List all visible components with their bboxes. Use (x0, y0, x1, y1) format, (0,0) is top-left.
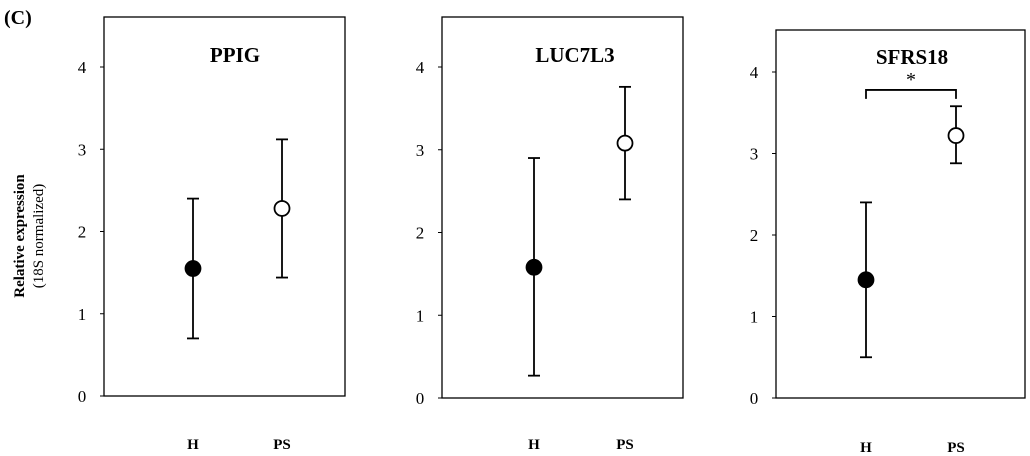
panel-2: 0 1 2 3 4 LUC7L3 H PS (416, 16, 684, 453)
panel-2-x-tick-label-ps: PS (616, 437, 634, 453)
panel-2-y-tick-label-4: 4 (416, 58, 425, 77)
panel-2-y-tick-label-2: 2 (416, 224, 425, 243)
panel-3-y-tick-label-0: 0 (750, 389, 759, 408)
panel-2-y-tick-label-3: 3 (416, 141, 425, 160)
panel-2-frame (441, 16, 684, 399)
panel-1-x-tick-label-h: H (187, 437, 199, 453)
panel-label: (C) (4, 7, 32, 29)
panel-3-x-tick-label-h: H (860, 440, 872, 456)
panel-1-y-tick-label-2: 2 (78, 223, 87, 242)
panel-3-y-tick-label-4: 4 (750, 63, 759, 82)
panel-3-title: SFRS18 (876, 45, 948, 69)
panel-1-frame (103, 16, 346, 397)
panel-1-x-tick-label-ps: PS (273, 437, 291, 453)
panel-3-h-point (857, 271, 875, 289)
panel-3-ps-point (947, 127, 965, 144)
y-axis-label: Relative expression (18S normalized) (12, 174, 47, 298)
panel-2-h-point (525, 258, 543, 276)
panel-3-x-tick-label-ps: PS (947, 440, 965, 456)
panel-2-y-tick-label-0: 0 (416, 389, 425, 408)
panel-2-title: LUC7L3 (535, 43, 614, 67)
panel-1: 0 1 2 3 4 PPIG H PS (78, 16, 346, 453)
panel-1-y-tick-label-0: 0 (78, 387, 87, 406)
panel-3-y-tick-label-2: 2 (750, 226, 759, 245)
panel-1-y-tick-label-1: 1 (78, 305, 87, 324)
panel-3: 0 1 2 3 4 SFRS18 H PS * (750, 29, 1026, 456)
panel-2-ps-point (616, 134, 634, 152)
panel-1-ps-point (273, 200, 291, 217)
panel-1-y-tick-label-3: 3 (78, 140, 87, 159)
panel-3-significance-bracket (865, 89, 957, 99)
panel-3-significance-label: * (906, 69, 916, 91)
panel-2-x-tick-label-h: H (528, 437, 540, 453)
chart-panels: 0 1 2 3 4 PPIG H PS 0 1 2 3 4 LUC7L3 H PS 0 1 2 3 4 SFRS18 H PS… (78, 16, 1026, 456)
panel-1-y-tick-label-4: 4 (78, 58, 87, 77)
panel-1-title: PPIG (210, 43, 260, 67)
panel-3-y-tick-label-3: 3 (750, 145, 759, 164)
panel-3-frame (775, 29, 1026, 399)
y-axis-label-line2: (18S normalized) (31, 184, 47, 289)
y-axis-label-line1: Relative expression (12, 174, 28, 298)
panel-2-y-tick-label-1: 1 (416, 306, 425, 325)
panel-3-y-tick-label-1: 1 (750, 308, 759, 327)
panel-1-h-point (184, 260, 202, 277)
